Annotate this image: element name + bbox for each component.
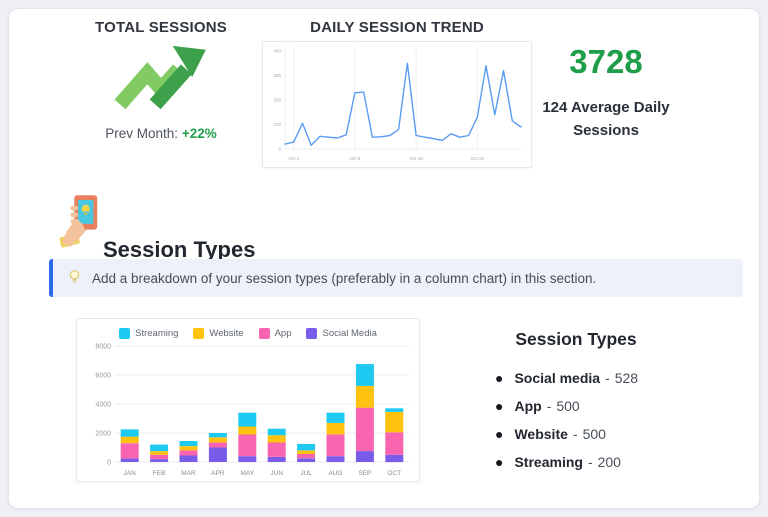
- session-types-bar-chart: 0 2000 4000 6000 8000 JAN FEB MAR APR MAY JUN JUL AU…: [95, 343, 409, 477]
- svg-text:200: 200: [273, 98, 281, 103]
- legend-label: Social Media: [322, 327, 377, 339]
- daily-trend-title: DAILY SESSION TREND: [310, 19, 484, 36]
- svg-text:MAY: MAY: [240, 470, 254, 477]
- list-item: ● Website -500: [495, 426, 606, 442]
- svg-text:6000: 6000: [95, 372, 111, 379]
- svg-text:FEB: FEB: [153, 470, 166, 477]
- lightbulb-icon: [67, 269, 82, 287]
- svg-text:8000: 8000: [95, 343, 111, 350]
- summary-block: 3728 124 Average Daily Sessions: [541, 43, 671, 142]
- callout-text: Add a breakdown of your session types (p…: [92, 270, 597, 286]
- bullet-icon: ●: [495, 454, 504, 470]
- legend-item-streaming: Streaming: [119, 327, 179, 339]
- svg-text:300: 300: [273, 73, 281, 78]
- streaming-swatch-icon: [119, 327, 131, 339]
- social-media-swatch-icon: [306, 327, 318, 339]
- total-sessions-block: TOTAL SESSIONS Prev Month: +22%: [61, 19, 261, 141]
- svg-text:Oct 9: Oct 9: [350, 156, 361, 161]
- svg-text:2000: 2000: [95, 430, 111, 437]
- daily-trend-block: DAILY SESSION TREND 0 100 200 300 400 Oct 2 Oc…: [255, 19, 539, 168]
- svg-text:100: 100: [273, 122, 281, 127]
- svg-text:4000: 4000: [95, 401, 111, 408]
- prev-month-value: +22%: [181, 126, 217, 141]
- svg-text:OCT: OCT: [387, 470, 401, 477]
- session-types-list: ● Social media -528 ● App -500 ● Website -500 …: [481, 370, 671, 470]
- legend-label: Website: [209, 327, 244, 339]
- legend-item-website: Website: [193, 327, 244, 339]
- svg-text:SEP: SEP: [358, 470, 371, 477]
- bullet-icon: ●: [495, 398, 504, 414]
- list-item: ● Streaming -200: [495, 454, 621, 470]
- average-daily-sessions-text: 124 Average Daily Sessions: [542, 99, 670, 139]
- trend-up-arrow-icon: [111, 42, 211, 120]
- svg-text:JAN: JAN: [124, 470, 137, 477]
- legend-item-social-media: Social Media: [306, 327, 377, 339]
- list-item: ● App -500: [495, 398, 580, 414]
- prev-month-stat: Prev Month: +22%: [61, 126, 261, 141]
- website-swatch-icon: [193, 327, 205, 339]
- dashboard-card: TOTAL SESSIONS Prev Month: +22% DAILY SE…: [8, 8, 760, 509]
- svg-text:JUL: JUL: [300, 470, 312, 477]
- session-types-list-heading: Session Types: [515, 329, 637, 349]
- legend-item-app: App: [258, 327, 292, 339]
- legend-label: Streaming: [135, 327, 179, 339]
- svg-text:0: 0: [107, 459, 111, 466]
- total-sessions-value: 3728: [569, 43, 643, 80]
- svg-text:APR: APR: [211, 470, 225, 477]
- svg-text:JUN: JUN: [270, 470, 283, 477]
- list-item: ● Social media -528: [495, 370, 639, 386]
- svg-text:Oct 23: Oct 23: [471, 156, 485, 161]
- legend-label: App: [274, 327, 292, 339]
- session-types-list-block: Session Types ● Social media -528 ● App -500…: [481, 329, 671, 482]
- prev-month-label: Prev Month:: [105, 126, 179, 141]
- session-types-section-heading: Session Types: [103, 237, 256, 263]
- svg-text:Oct 2: Oct 2: [288, 156, 299, 161]
- svg-text:AUG: AUG: [328, 470, 342, 477]
- svg-text:0: 0: [278, 147, 281, 152]
- bullet-icon: ●: [495, 370, 504, 386]
- bullet-icon: ●: [495, 426, 504, 442]
- app-swatch-icon: [258, 327, 270, 339]
- daily-trend-line-chart: 0 100 200 300 400 Oct 2 Oct 9 Oct 16 Oct 23: [273, 47, 522, 161]
- svg-text:Oct 16: Oct 16: [409, 156, 423, 161]
- total-sessions-title: TOTAL SESSIONS: [95, 19, 227, 36]
- svg-text:400: 400: [273, 49, 281, 54]
- daily-trend-chart-box: 0 100 200 300 400 Oct 2 Oct 9 Oct 16 Oct 23: [262, 41, 532, 168]
- svg-text:MAR: MAR: [181, 470, 196, 477]
- session-types-chart-box: Streaming Website App Social Media 0 2000…: [76, 318, 420, 482]
- callout-banner: Add a breakdown of your session types (p…: [49, 259, 743, 297]
- hand-holding-phone-icon: [59, 193, 101, 249]
- bar-chart-legend: Streaming Website App Social Media: [77, 325, 419, 341]
